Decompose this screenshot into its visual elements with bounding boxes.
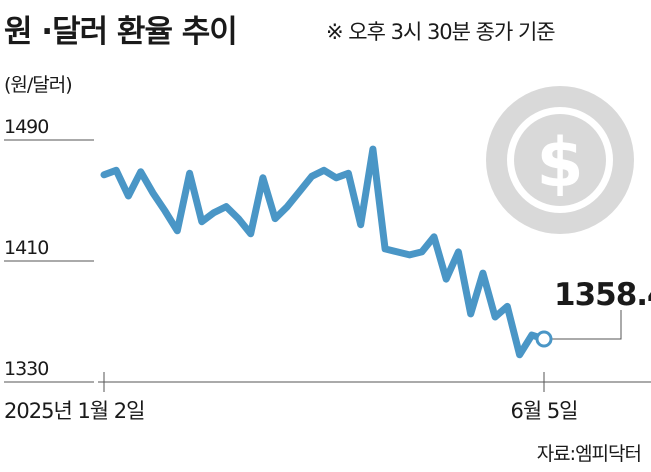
exchange-rate-line <box>100 145 548 359</box>
end-point-marker <box>535 330 553 348</box>
end-value-leader <box>552 310 622 340</box>
dollar-coin-icon: $ <box>486 86 634 234</box>
basis-note: ※ 오후 3시 30분 종가 기준 <box>326 20 556 44</box>
source-label: 자료:엠피닥터 <box>536 443 642 465</box>
x-tick-label: 6월 5일 <box>510 399 577 423</box>
x-tick-label: 2025년 1월 2일 <box>4 399 144 423</box>
end-value-label: 1358.4 <box>554 277 651 313</box>
y-tick-label: 1330 <box>4 358 48 380</box>
chart-title: 원 ·달러 환율 추이 <box>4 14 238 50</box>
unit-label: (원/달러) <box>4 74 73 96</box>
y-tick-label: 1410 <box>4 237 48 259</box>
svg-text:$: $ <box>536 124 583 203</box>
y-tick-label: 1490 <box>4 116 48 138</box>
